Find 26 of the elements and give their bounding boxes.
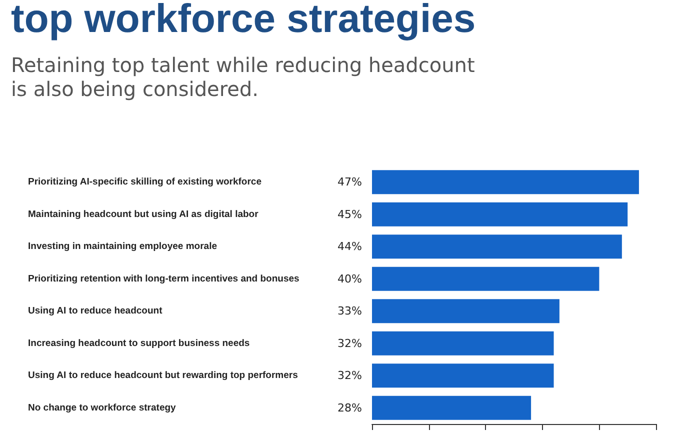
y-tick-label: Increasing headcount to support business needs [28, 338, 250, 349]
y-tick-label: Prioritizing AI-specific skilling of existing workforce [28, 176, 262, 188]
data-label: 28% [338, 401, 362, 414]
bar [372, 170, 639, 194]
y-tick-label: No change to workforce strategy [28, 402, 177, 414]
data-label: 32% [338, 369, 362, 382]
data-label: 33% [338, 304, 362, 318]
y-tick-label: Using AI to reduce headcount [28, 306, 164, 317]
y-tick-label: Investing in maintaining employee morale [28, 241, 217, 252]
chart-title: top workforce strategies [11, 0, 476, 41]
y-tick-label: Maintaining headcount but using AI as digital labor [28, 208, 259, 220]
bar [372, 202, 628, 226]
bar [372, 364, 554, 388]
y-tick-label: Prioritizing retention with long-term incentives and bonuses [28, 273, 300, 284]
bar [372, 266, 600, 291]
bar [372, 234, 622, 259]
data-label: 45% [338, 208, 362, 221]
data-label: 32% [338, 336, 362, 350]
bar [372, 396, 532, 420]
data-label: 40% [338, 272, 362, 286]
bar [372, 331, 554, 356]
data-label: 44% [338, 240, 362, 254]
chart-subtitle: Retaining top talent while reducing headcount is also being considered. [11, 53, 475, 101]
bar [372, 299, 560, 324]
y-tick-label: Using AI to reduce headcount but rewarding top performers [28, 370, 298, 382]
data-label: 47% [338, 176, 362, 189]
